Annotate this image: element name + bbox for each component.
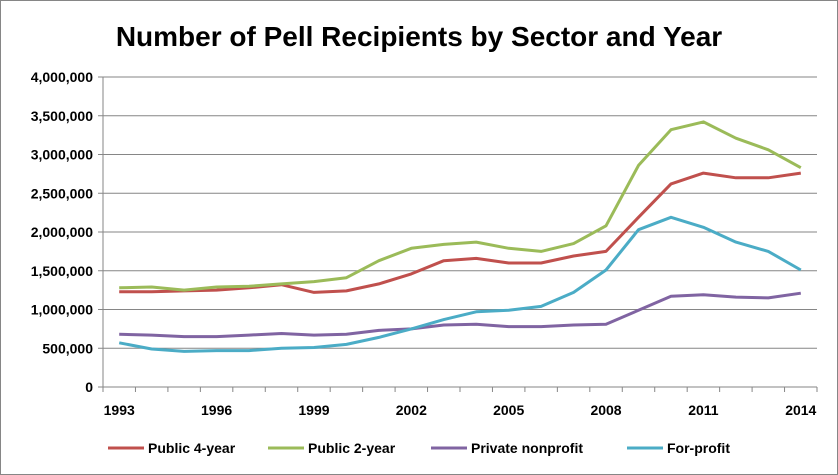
x-tick-label: 2008 — [590, 402, 621, 418]
legend-label: Public 2-year — [308, 440, 396, 456]
legend-item: Public 4-year — [108, 440, 236, 456]
legend-label: Private nonprofit — [471, 440, 583, 456]
legend-item: For-profit — [627, 440, 730, 456]
x-tick-label: 1999 — [298, 402, 329, 418]
series-line-public-2-year — [119, 120, 802, 292]
x-tick-label: 1993 — [104, 402, 135, 418]
series-line-public-4-year — [119, 171, 802, 294]
x-tick-label: 1996 — [201, 402, 232, 418]
y-tick-label: 2,500,000 — [31, 185, 93, 201]
x-tick-label: 2014 — [785, 402, 816, 418]
chart-title: Number of Pell Recipients by Sector and … — [116, 21, 722, 52]
series-line-for-profit — [118, 215, 802, 353]
y-tick-label: 3,500,000 — [31, 108, 93, 124]
legend-label: Public 4-year — [148, 440, 236, 456]
x-tick-label: 2011 — [688, 402, 719, 418]
y-tick-label: 2,000,000 — [31, 224, 93, 240]
y-tick-label: 0 — [85, 379, 93, 395]
series-line-private-nonprofit — [119, 291, 802, 339]
y-tick-label: 3,000,000 — [31, 147, 93, 163]
legend-label: For-profit — [667, 440, 730, 456]
y-tick-label: 1,500,000 — [31, 263, 93, 279]
y-tick-label: 4,000,000 — [31, 69, 93, 85]
y-tick-label: 1,000,000 — [31, 302, 93, 318]
x-tick-label: 2005 — [493, 402, 524, 418]
legend-item: Public 2-year — [268, 440, 396, 456]
x-tick-label: 2002 — [396, 402, 427, 418]
y-tick-label: 500,000 — [42, 340, 93, 356]
legend-item: Private nonprofit — [431, 440, 583, 456]
